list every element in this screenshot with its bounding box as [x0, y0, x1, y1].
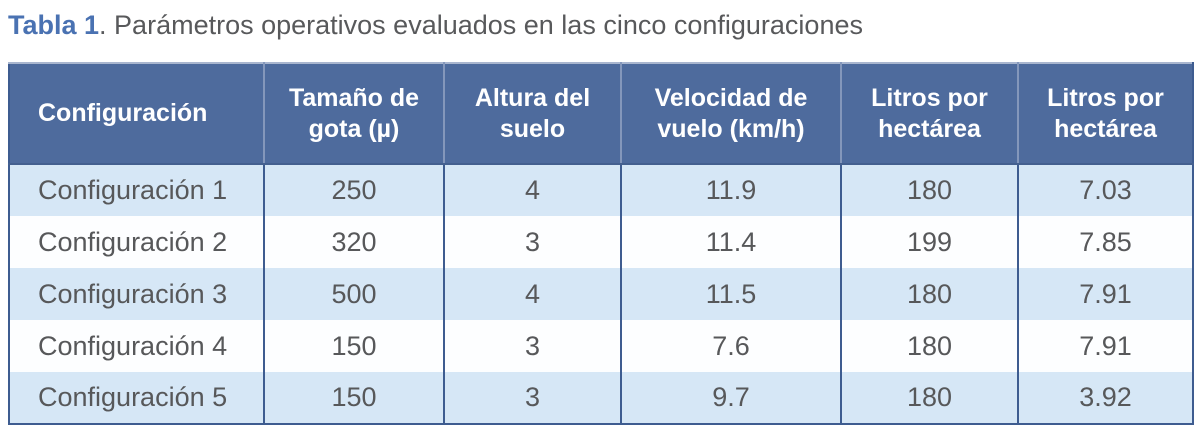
cell-litros-hectarea-1: 180: [840, 320, 1018, 372]
cell-configuracion: Configuración 2: [9, 216, 264, 268]
cell-tamano-gota: 150: [263, 320, 444, 372]
column-header-tamano-gota: Tamaño de gota (µ): [263, 63, 444, 165]
table-row: Configuración 3 500 4 11.5 180 7.91: [9, 268, 1193, 320]
column-header-litros-hectarea-2: Litros por hectárea: [1017, 63, 1193, 165]
cell-altura-suelo: 3: [443, 372, 621, 424]
cell-altura-suelo: 4: [443, 268, 621, 320]
cell-altura-suelo: 3: [443, 320, 621, 372]
cell-litros-hectarea-2: 3.92: [1017, 372, 1193, 424]
column-header-configuracion: Configuración: [9, 63, 264, 165]
table-row: Configuración 4 150 3 7.6 180 7.91: [9, 320, 1193, 372]
column-header-litros-hectarea-1: Litros por hectárea: [840, 63, 1018, 165]
cell-velocidad-vuelo: 11.4: [620, 216, 841, 268]
cell-tamano-gota: 150: [263, 372, 444, 424]
cell-altura-suelo: 3: [443, 216, 621, 268]
cell-tamano-gota: 500: [263, 268, 444, 320]
table-row: Configuración 1 250 4 11.9 180 7.03: [9, 164, 1193, 216]
cell-configuracion: Configuración 4: [9, 320, 264, 372]
cell-tamano-gota: 320: [263, 216, 444, 268]
cell-configuracion: Configuración 5: [9, 372, 264, 424]
cell-litros-hectarea-1: 180: [840, 268, 1018, 320]
table-row: Configuración 2 320 3 11.4 199 7.85: [9, 216, 1193, 268]
cell-litros-hectarea-2: 7.85: [1017, 216, 1193, 268]
parameters-table: Configuración Tamaño de gota (µ) Altura …: [8, 62, 1194, 425]
table-caption: Tabla 1. Parámetros operativos evaluados…: [8, 10, 863, 41]
cell-litros-hectarea-1: 180: [840, 372, 1018, 424]
cell-litros-hectarea-2: 7.91: [1017, 320, 1193, 372]
cell-velocidad-vuelo: 9.7: [620, 372, 841, 424]
cell-litros-hectarea-1: 199: [840, 216, 1018, 268]
caption-text: . Parámetros operativos evaluados en las…: [99, 10, 863, 40]
cell-velocidad-vuelo: 7.6: [620, 320, 841, 372]
column-header-altura-suelo: Altura del suelo: [443, 63, 621, 165]
table-header-row: Configuración Tamaño de gota (µ) Altura …: [9, 63, 1193, 165]
cell-litros-hectarea-2: 7.91: [1017, 268, 1193, 320]
cell-velocidad-vuelo: 11.9: [620, 164, 841, 216]
column-header-velocidad-vuelo: Velocidad de vuelo (km/h): [620, 63, 841, 165]
cell-configuracion: Configuración 1: [9, 164, 264, 216]
cell-configuracion: Configuración 3: [9, 268, 264, 320]
cell-altura-suelo: 4: [443, 164, 621, 216]
cell-tamano-gota: 250: [263, 164, 444, 216]
cell-velocidad-vuelo: 11.5: [620, 268, 841, 320]
table-row: Configuración 5 150 3 9.7 180 3.92: [9, 372, 1193, 424]
cell-litros-hectarea-1: 180: [840, 164, 1018, 216]
caption-label: Tabla 1: [8, 10, 100, 40]
cell-litros-hectarea-2: 7.03: [1017, 164, 1193, 216]
